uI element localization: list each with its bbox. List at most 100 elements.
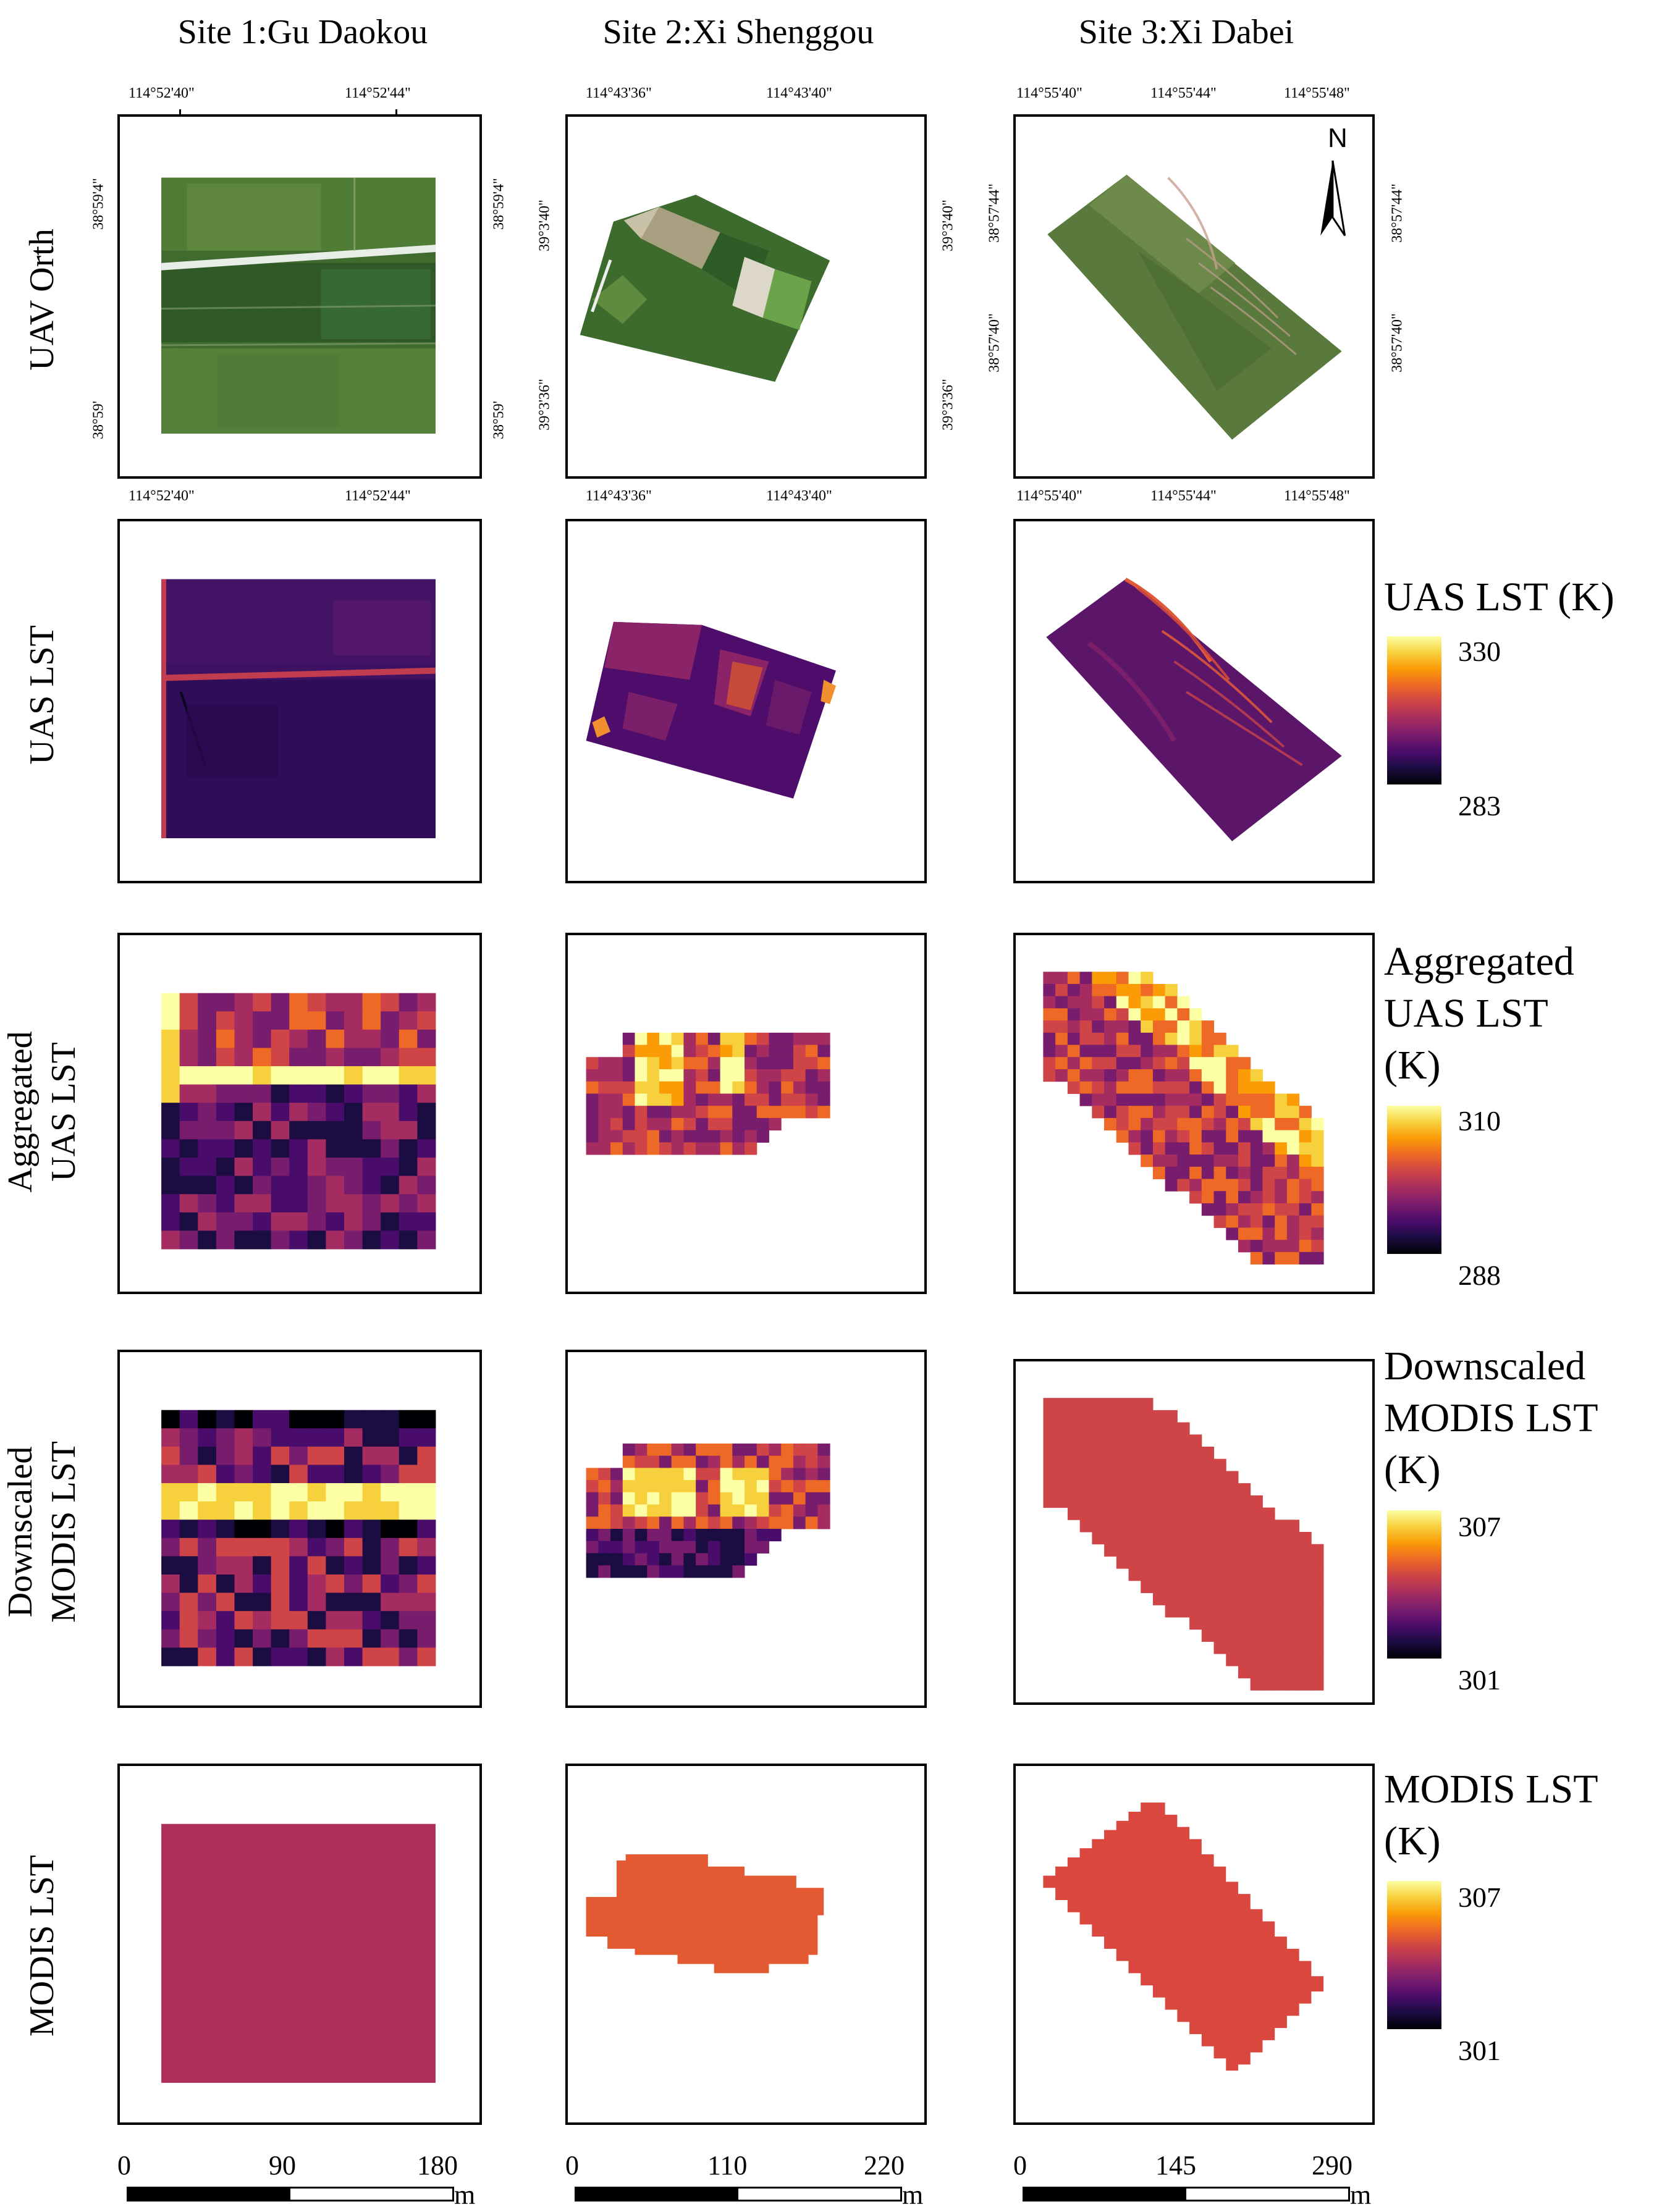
raster-cell [1116,1458,1129,1471]
site2-aggregated-lst-panel [565,933,927,1294]
raster-cell [307,1520,326,1539]
raster-cell [1079,1045,1092,1058]
raster-cell [1250,1106,1263,1119]
raster-cell [732,1480,745,1493]
raster-cell [271,1175,290,1195]
raster-cell [179,1446,198,1465]
raster-cell [198,1428,217,1447]
site3-lon-bottom-3: 114°55'48" [1284,488,1350,504]
raster-cell [793,1455,806,1468]
raster-cell [1079,1057,1092,1070]
raster-cell [732,1032,745,1046]
raster-cell [707,1069,721,1082]
raster-cell [635,1529,648,1542]
raster-cell [1177,1458,1190,1471]
raster-cell [271,1103,290,1122]
raster-cell [1152,1592,1166,1605]
legend-downscaled-title: Downscaled MODIS LST (K) [1384,1344,1598,1492]
raster-cell [289,1520,308,1539]
raster-cell [805,1504,818,1517]
raster-cell [1079,1410,1092,1423]
raster-cell [216,1520,235,1539]
raster-cell [1177,1556,1190,1569]
raster-cell [161,1175,180,1195]
site2-orthophoto-image [580,195,830,382]
raster-cell [1141,1520,1154,1533]
raster-cell [659,1443,672,1457]
raster-cell [1079,1483,1092,1496]
raster-cell [1067,1398,1081,1411]
raster-cell [1262,1191,1275,1204]
raster-cell [1092,1520,1105,1533]
raster-cell [1226,1556,1239,1569]
raster-cell [781,1045,794,1058]
raster-cell [1262,1142,1275,1155]
raster-cell [417,1048,436,1067]
raster-cell [344,1212,363,1231]
raster-cell [1226,1191,1239,1204]
raster-cell [720,1045,733,1058]
raster-cell [1104,1471,1117,1484]
row-label-aggregated-uas-lst: Aggregated UAS LST [1,1031,83,1193]
site3-lon-top-3: 114°55'48" [1284,85,1350,101]
raster-cell [234,1158,253,1177]
raster-cell [769,1516,782,1529]
raster-cell [671,1480,684,1493]
raster-cell [610,1142,623,1155]
raster-cell [622,1045,635,1058]
raster-cell [1250,1592,1263,1605]
raster-cell [234,1428,253,1447]
site3-uav-orthophoto-panel: N [1013,114,1375,479]
raster-cell [1299,1215,1312,1228]
raster-cell [1213,1215,1226,1228]
raster-cell [1311,1191,1324,1204]
raster-cell [1141,1447,1154,1460]
raster-cell [1055,1471,1068,1484]
raster-cell [344,993,363,1012]
raster-cell [1116,1093,1129,1106]
raster-cell [745,1504,757,1517]
raster-cell [622,1504,636,1517]
raster-cell [769,1455,782,1468]
raster-cell [683,1553,696,1566]
raster-cell [289,1574,308,1594]
raster-cell [289,1029,308,1048]
raster-cell [1141,1507,1154,1520]
raster-cell [1165,983,1178,997]
raster-cell [732,1093,745,1106]
raster-cell [610,1106,623,1119]
raster-cell [756,1455,769,1468]
raster-cell [362,1066,381,1085]
raster-cell [671,1081,684,1094]
raster-cell [326,1428,345,1447]
raster-cell [344,1175,363,1195]
raster-cell [769,1480,782,1493]
raster-cell [1262,1605,1275,1618]
raster-cell [647,1443,660,1457]
raster-cell [344,1066,363,1085]
raster-cell [344,1158,363,1177]
raster-cell [1286,1117,1300,1131]
raster-cell [1177,1142,1190,1155]
raster-cell [683,1541,696,1554]
raster-cell [586,1504,599,1517]
raster-cell [307,1556,326,1575]
raster-cell [1092,1483,1105,1496]
raster-cell [1275,1641,1288,1654]
raster-cell [1152,1520,1166,1533]
raster-cell [647,1130,660,1143]
raster-cell [659,1516,672,1529]
raster-cell [1213,1544,1226,1557]
raster-cell [399,1465,418,1484]
raster-cell [610,1541,623,1554]
raster-cell [399,1520,418,1539]
raster-cell [1152,1434,1166,1447]
raster-cell [1104,1483,1117,1496]
raster-cell [1165,1008,1178,1021]
raster-cell [179,1520,198,1539]
raster-cell [1262,1179,1275,1192]
raster-cell [1104,972,1117,985]
raster-cell [1116,1130,1129,1143]
raster-cell [307,1048,326,1067]
raster-cell [1213,1629,1226,1642]
